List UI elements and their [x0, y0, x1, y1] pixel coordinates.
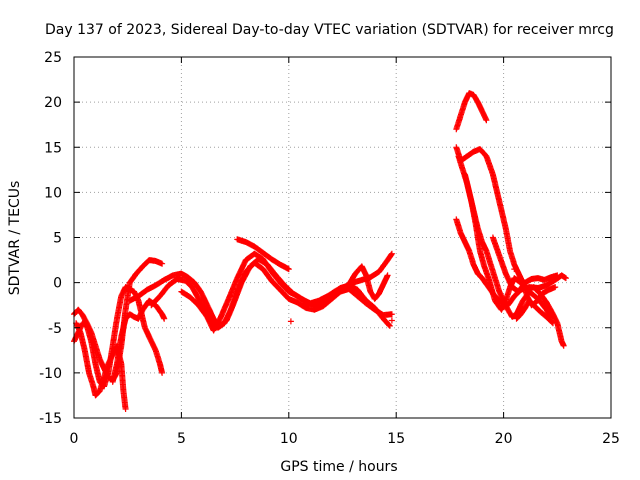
data-point-trace-h: [285, 266, 292, 273]
x-tick-label: 0: [70, 431, 79, 447]
data-points: [71, 90, 569, 412]
data-point-isolated: [388, 317, 395, 324]
x-tick-label: 5: [177, 431, 186, 447]
y-tick-label: -15: [39, 411, 62, 427]
y-tick-label: 25: [44, 50, 62, 66]
data-point-trace-j: [560, 342, 567, 349]
data-point-trace-p: [550, 320, 556, 327]
data-point-trace-p: [549, 319, 556, 326]
y-tick-label: -5: [48, 321, 62, 337]
x-tick-label: 15: [387, 431, 405, 447]
data-point-trace-i: [384, 272, 391, 279]
y-tick-label: 20: [44, 95, 62, 111]
data-point-trace-o: [554, 272, 561, 279]
axis-ticks: [73, 56, 612, 419]
data-point-trace-e: [388, 250, 395, 257]
data-point-trace-c: [122, 406, 129, 412]
x-tick-label: 20: [495, 431, 513, 447]
grid-lines: [74, 57, 611, 418]
tick-labels: 0 5 10 15 20 25 -15 -10 -5 0 5 10 15 20 25: [39, 50, 620, 447]
y-tick-label: 15: [44, 140, 62, 156]
data-point-trace-d: [161, 315, 168, 322]
data-point-isolated: [511, 266, 518, 273]
x-axis-label: GPS time / hours: [280, 459, 397, 475]
chart-title: Day 137 of 2023, Sidereal Day-to-day VTE…: [45, 22, 614, 38]
data-point-trace-l: [552, 284, 559, 291]
y-tick-label: 0: [53, 276, 62, 292]
data-point-trace-b: [159, 369, 166, 376]
y-axis-label: SDTVAR / TECUs: [7, 181, 23, 296]
data-point-isolated: [287, 318, 294, 325]
data-point-trace-m: [562, 275, 569, 282]
data-point-trace-k: [483, 117, 490, 124]
data-point-trace-a: [159, 260, 166, 267]
x-tick-label: 10: [280, 431, 298, 447]
y-tick-label: 5: [53, 231, 62, 247]
data-point-trace-f: [388, 311, 395, 318]
y-tick-label: 10: [44, 185, 62, 201]
x-tick-label: 25: [602, 431, 620, 447]
data-point-trace-g: [386, 322, 392, 329]
data-point-trace-g: [386, 322, 393, 329]
y-tick-label: -10: [39, 366, 62, 382]
